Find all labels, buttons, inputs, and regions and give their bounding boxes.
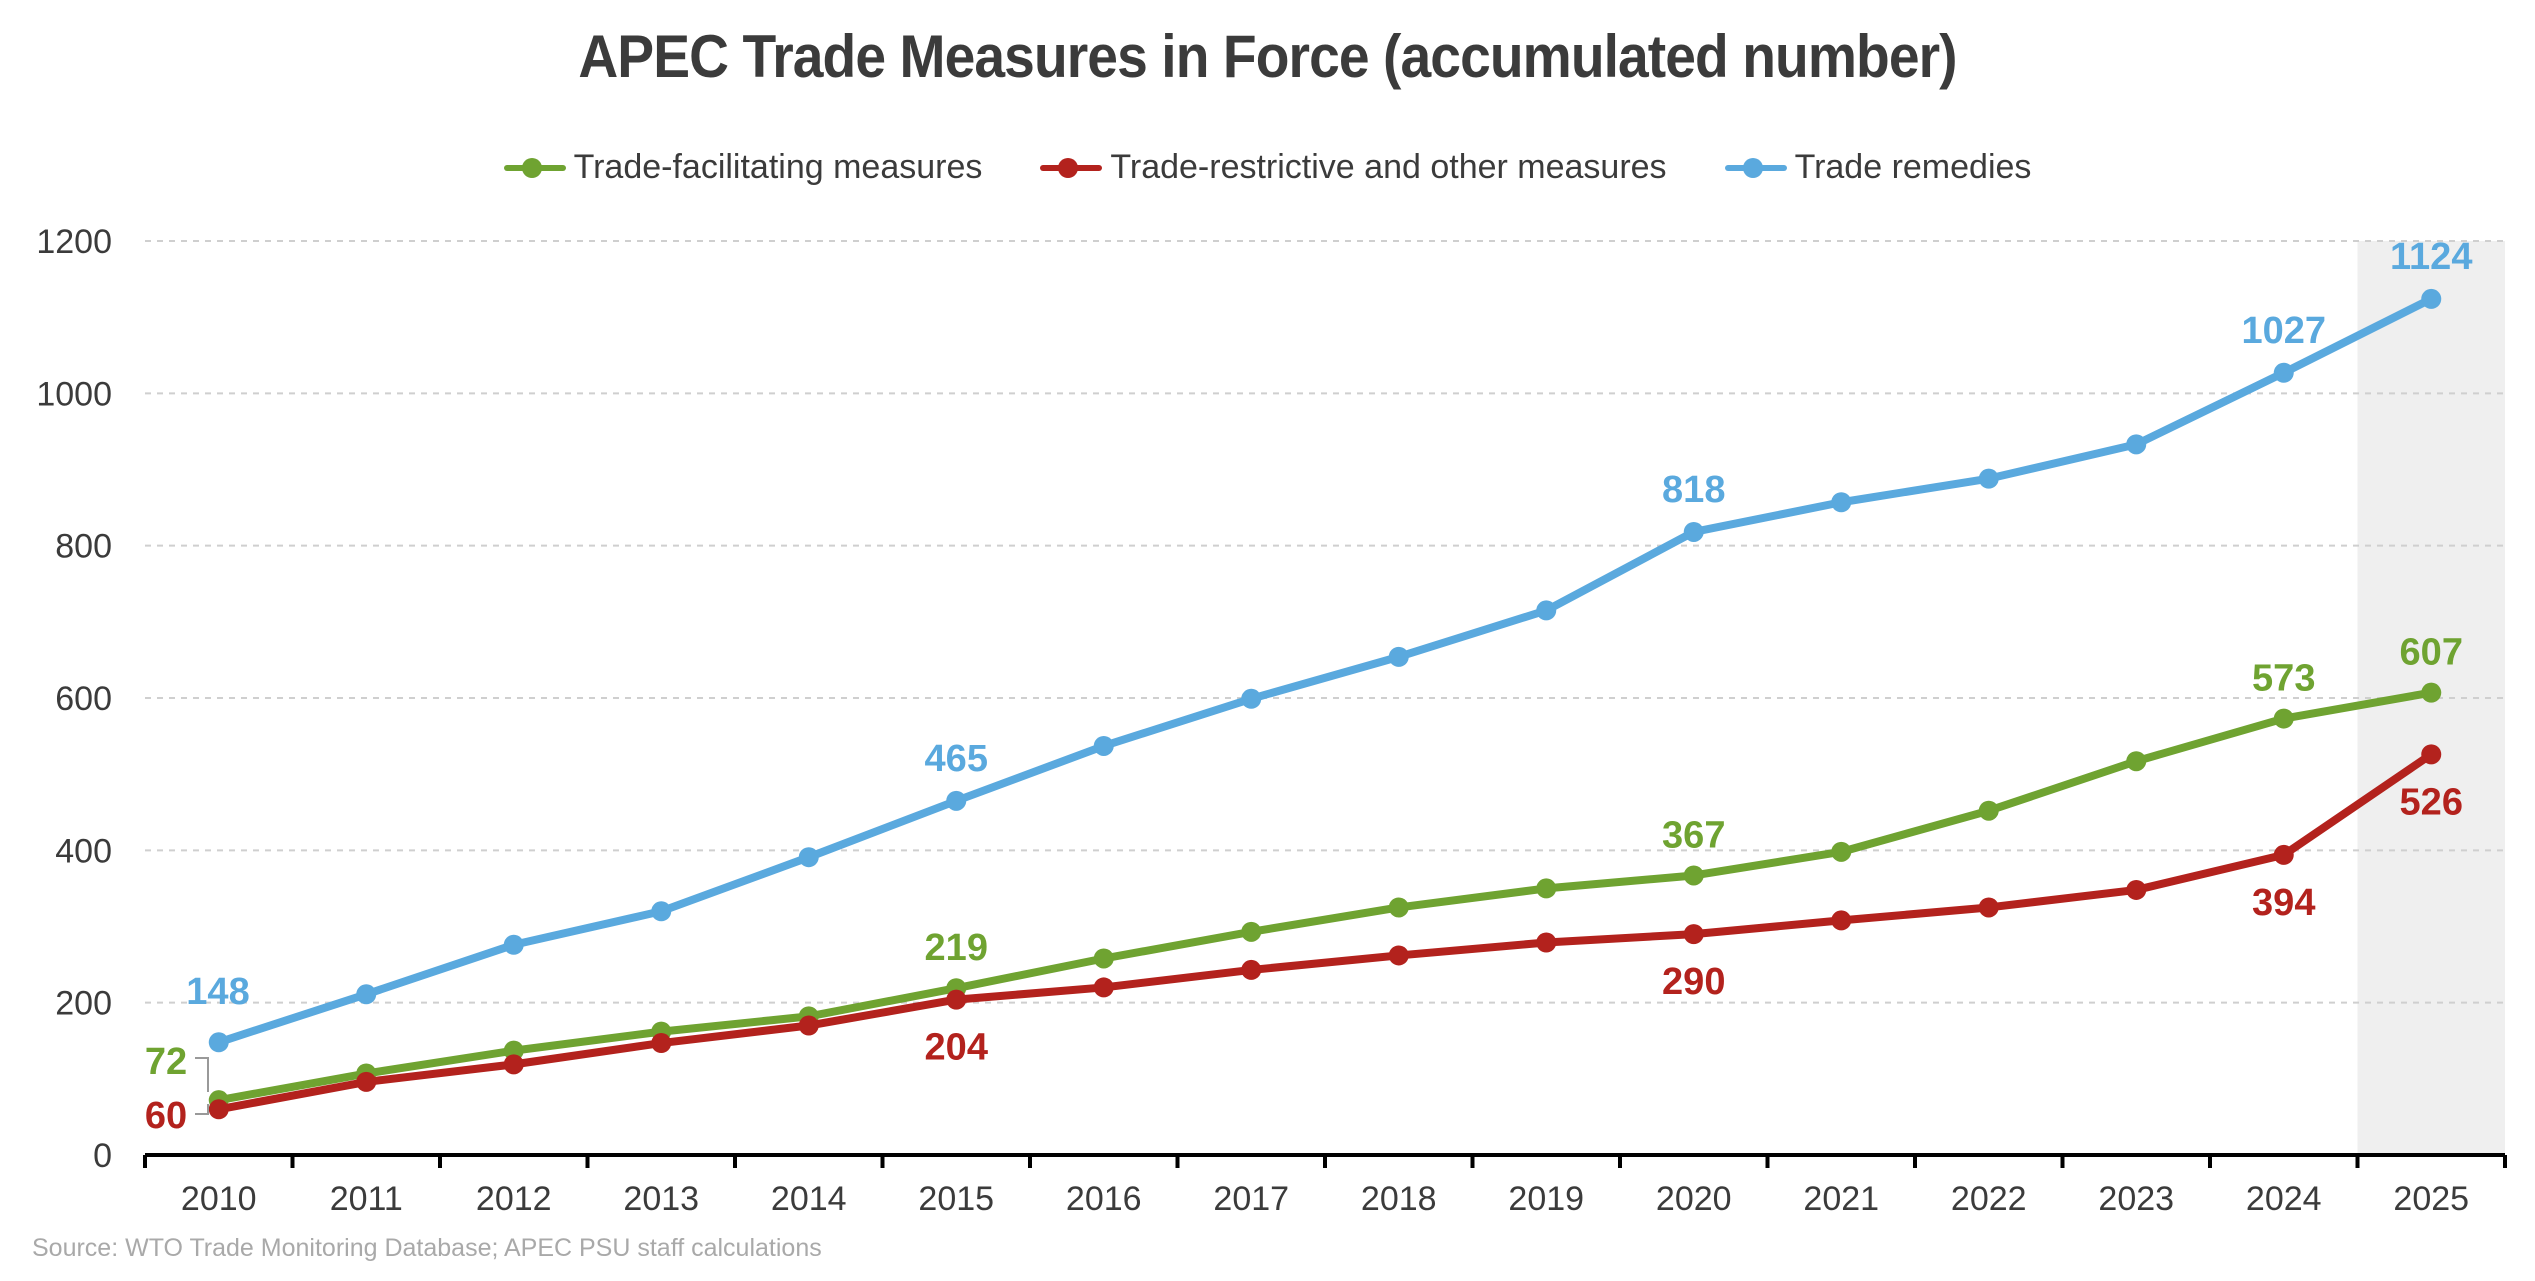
y-tick-label-800: 800 [55,528,112,566]
data-label-2-2020: 290 [1662,961,1725,1003]
legend-item-3: Trade remedies [1724,148,2032,187]
data-point-1-2016 [1093,948,1114,969]
data-point-2-2021 [1831,910,1852,931]
y-tick-label-200: 200 [55,985,112,1023]
data-point-2-2011 [356,1071,377,1092]
x-tick-label-2017: 2017 [1213,1180,1289,1218]
source-note: Source: WTO Trade Monitoring Database; A… [32,1234,822,1262]
legend-label-2: Trade-restrictive and other measures [1110,148,1667,186]
y-tick-label-600: 600 [55,680,112,718]
data-point-2-2016 [1093,977,1114,998]
data-point-2-2022 [1978,897,1999,918]
x-tick-label-2022: 2022 [1951,1180,2027,1218]
x-tick-label-2025: 2025 [2393,1180,2469,1218]
data-point-1-2021 [1831,841,1852,862]
y-tick-label-0: 0 [93,1137,112,1175]
data-label-1-2015: 219 [925,927,988,969]
data-point-3-2015 [946,790,967,811]
x-tick-label-2016: 2016 [1066,1180,1142,1218]
x-tick-label-2011: 2011 [330,1180,403,1218]
data-label-1-2010: 72 [145,1041,187,1083]
data-label-2-2025: 526 [2400,781,2463,823]
data-label-1-2020: 367 [1662,814,1725,856]
data-label-1-2024: 573 [2252,658,2315,700]
y-tick-label-1000: 1000 [36,375,112,413]
data-label-2-2010: 60 [145,1095,187,1137]
chart-title: APEC Trade Measures in Force (accumulate… [578,23,1957,90]
data-point-1-2022 [1978,800,1999,821]
chart-legend: Trade-facilitating measures Trade-restric… [0,148,2535,187]
data-point-3-2010 [208,1032,229,1053]
series-line-1 [214,688,2436,1105]
data-label-3-2020: 818 [1662,469,1725,511]
x-tick-label-2020: 2020 [1656,1180,1732,1218]
data-point-2-2013 [651,1033,672,1054]
data-label-2-2015: 204 [925,1027,988,1069]
legend-swatch-1 [503,157,566,178]
legend-label-3: Trade remedies [1794,148,2032,186]
data-point-1-2024 [2273,708,2294,729]
data-label-3-2025: 1124 [2390,236,2472,278]
legend-swatch-2 [1040,157,1103,178]
data-label-1-2025: 607 [2400,632,2463,674]
data-point-3-2013 [651,901,672,922]
legend-item-1: Trade-facilitating measures [503,148,983,187]
data-point-2-2019 [1536,932,1557,953]
data-point-3-2017 [1241,688,1262,709]
series-line-3 [214,294,2436,1047]
data-point-2-2024 [2273,844,2294,865]
y-tick-label-1200: 1200 [36,223,112,261]
data-point-2-2018 [1388,945,1409,966]
y-tick-label-400: 400 [55,832,112,870]
data-point-2-2023 [2126,879,2147,900]
data-point-2-2015 [946,989,967,1010]
data-point-2-2020 [1683,924,1704,945]
data-label-3-2024: 1027 [2241,310,2326,352]
x-tick-label-2023: 2023 [2098,1180,2174,1218]
leader-line-72 [195,1057,209,1092]
x-tick-label-2010: 2010 [181,1180,257,1218]
legend-swatch-3 [1724,157,1787,178]
leader-line-60 [195,1104,209,1115]
legend-item-2: Trade-restrictive and other measures [1040,148,1667,187]
x-tick-label-2013: 2013 [623,1180,699,1218]
data-point-1-2017 [1241,921,1262,942]
data-point-2-2025 [2421,744,2442,765]
data-point-2-2010 [208,1099,229,1120]
data-point-3-2019 [1536,600,1557,621]
x-tick-label-2012: 2012 [476,1180,552,1218]
legend-label-1: Trade-facilitating measures [573,148,983,186]
data-point-3-2022 [1978,468,1999,489]
data-point-2-2014 [798,1015,819,1036]
data-point-3-2025 [2421,288,2442,309]
data-label-3-2010: 148 [186,971,249,1013]
data-point-3-2024 [2273,362,2294,383]
data-point-3-2011 [356,984,377,1005]
data-point-3-2018 [1388,646,1409,667]
data-point-1-2023 [2126,751,2147,772]
data-point-3-2023 [2126,434,2147,455]
data-point-3-2014 [798,847,819,868]
x-tick-label-2019: 2019 [1508,1180,1584,1218]
x-tick-label-2021: 2021 [1803,1180,1879,1218]
data-point-1-2020 [1683,865,1704,886]
data-point-3-2016 [1093,735,1114,756]
data-point-1-2012 [503,1040,524,1061]
x-tick-label-2024: 2024 [2246,1180,2322,1218]
x-tick-label-2014: 2014 [771,1180,847,1218]
data-label-2-2024: 394 [2252,882,2315,924]
data-point-3-2021 [1831,492,1852,513]
data-point-2-2017 [1241,959,1262,980]
data-label-3-2015: 465 [925,738,988,780]
series-line-2 [214,750,2436,1114]
data-point-3-2020 [1683,521,1704,542]
data-point-1-2018 [1388,897,1409,918]
data-point-1-2019 [1536,878,1557,899]
data-point-3-2012 [503,934,524,955]
data-point-2-2012 [503,1054,524,1075]
data-point-1-2025 [2421,682,2442,703]
x-tick-label-2015: 2015 [918,1180,994,1218]
x-tick-label-2018: 2018 [1361,1180,1437,1218]
